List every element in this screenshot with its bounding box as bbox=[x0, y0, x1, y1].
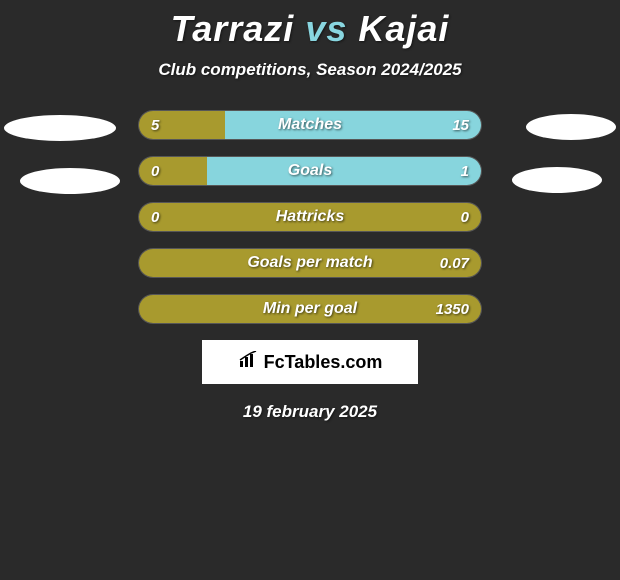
page-title: Tarrazi vs Kajai bbox=[0, 0, 620, 50]
player1-portrait-placeholder-2 bbox=[20, 168, 120, 194]
subtitle: Club competitions, Season 2024/2025 bbox=[0, 60, 620, 80]
player2-portrait-placeholder-1 bbox=[526, 114, 616, 140]
chart-icon bbox=[238, 351, 260, 374]
player1-portrait-placeholder-1 bbox=[4, 115, 116, 141]
bar-row: 00Hattricks bbox=[138, 202, 482, 232]
bar-row: 0.07Goals per match bbox=[138, 248, 482, 278]
bar-right-fill bbox=[207, 157, 481, 185]
bars-container: 515Matches 01Goals 00Hattricks 0.07Goals pe… bbox=[138, 110, 482, 324]
player2-name: Kajai bbox=[358, 8, 449, 49]
bar-row: 515Matches bbox=[138, 110, 482, 140]
date-text: 19 february 2025 bbox=[0, 402, 620, 422]
comparison-chart: 515Matches 01Goals 00Hattricks 0.07Goals pe… bbox=[0, 110, 620, 324]
bar-row: 01Goals bbox=[138, 156, 482, 186]
vs-text: vs bbox=[305, 8, 347, 49]
bar-row: 1350Min per goal bbox=[138, 294, 482, 324]
bar-left-fill bbox=[139, 203, 481, 231]
brand-text: FcTables.com bbox=[264, 352, 383, 373]
player2-portrait-placeholder-2 bbox=[512, 167, 602, 193]
bar-right-fill bbox=[225, 111, 482, 139]
bar-left-fill bbox=[139, 111, 225, 139]
brand-logo: FcTables.com bbox=[238, 351, 383, 374]
player1-name: Tarrazi bbox=[171, 8, 295, 49]
brand-box: FcTables.com bbox=[202, 340, 418, 384]
bar-left-fill bbox=[139, 295, 481, 323]
bar-left-fill bbox=[139, 157, 207, 185]
bar-left-fill bbox=[139, 249, 481, 277]
